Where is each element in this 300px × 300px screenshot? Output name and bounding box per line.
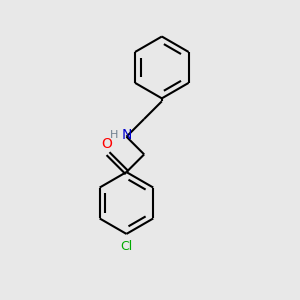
Text: N: N — [121, 128, 132, 142]
Text: H: H — [110, 130, 118, 140]
Text: Cl: Cl — [120, 240, 133, 254]
Text: O: O — [101, 137, 112, 151]
